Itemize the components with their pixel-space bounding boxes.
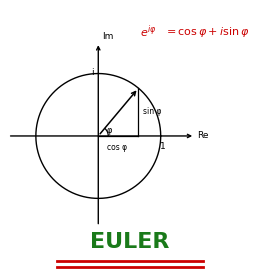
Text: φ: φ xyxy=(107,126,112,135)
Text: $e^{i\varphi}$: $e^{i\varphi}$ xyxy=(140,24,157,40)
Text: $= \cos\varphi + i\sin\varphi$: $= \cos\varphi + i\sin\varphi$ xyxy=(164,25,249,39)
Text: 1: 1 xyxy=(160,142,165,151)
Text: Im: Im xyxy=(102,32,113,41)
Text: cos φ: cos φ xyxy=(107,143,128,152)
Text: Re: Re xyxy=(197,132,209,141)
Text: EULER: EULER xyxy=(90,232,170,252)
Text: i: i xyxy=(91,68,93,77)
Text: sin φ: sin φ xyxy=(143,107,161,116)
